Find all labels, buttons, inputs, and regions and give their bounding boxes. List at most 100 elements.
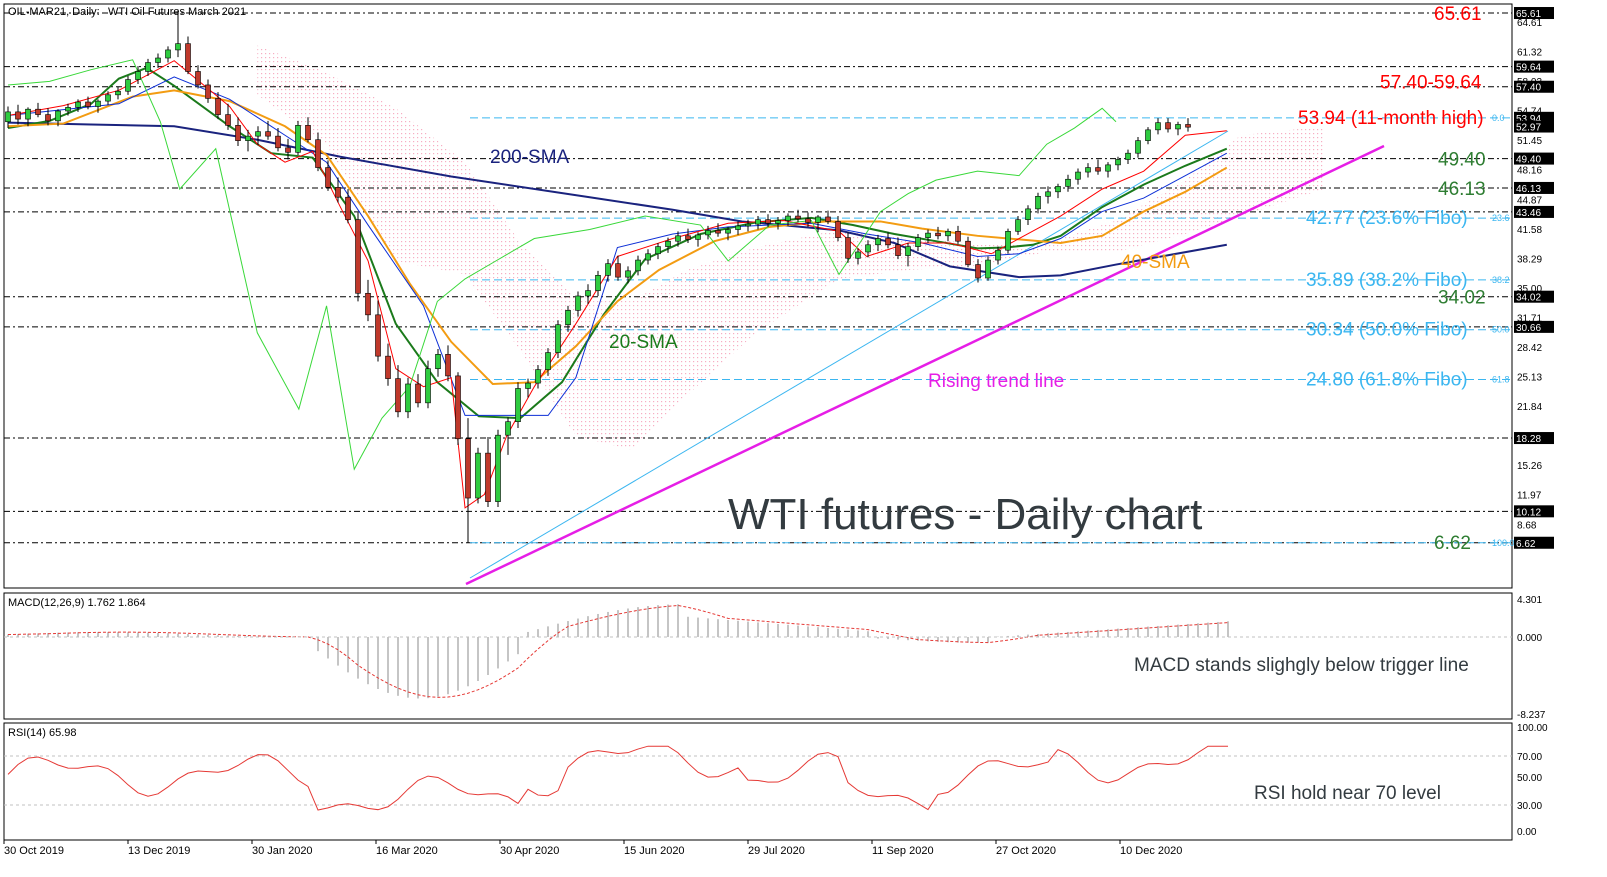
candle-body bbox=[155, 57, 161, 63]
candle-body bbox=[785, 215, 791, 221]
axis-price-box bbox=[1514, 181, 1554, 194]
candle-body bbox=[485, 452, 491, 502]
candle-body bbox=[545, 352, 551, 370]
macd-panel: MACD(12,26,9) 1.762 1.864 MACD stands sl… bbox=[3, 592, 1513, 720]
fibo-tag: 61.8 bbox=[1492, 374, 1510, 384]
candle-body bbox=[305, 125, 311, 141]
time-axis-label: 10 Dec 2020 bbox=[1120, 845, 1182, 857]
axis-tick-label: 35.00 bbox=[1517, 284, 1542, 295]
axis-price-box-label: 52.97 bbox=[1516, 123, 1541, 134]
axis-tick-label: 44.87 bbox=[1517, 195, 1542, 206]
candle-body bbox=[5, 111, 11, 123]
candle-body bbox=[85, 101, 91, 107]
candle-body bbox=[1185, 124, 1191, 128]
candle-body bbox=[1035, 196, 1041, 210]
candle-body bbox=[715, 230, 721, 234]
macd-annotation: MACD stands slighgly below trigger line bbox=[1134, 655, 1469, 676]
time-axis: 30 Oct 2019 13 Dec 2019 30 Jan 2020 16 Mar … bbox=[3, 840, 1182, 857]
fibo-label: 24.80 (61.8% Fibo) bbox=[1306, 369, 1468, 390]
candle-body bbox=[215, 98, 221, 115]
candle-body bbox=[225, 114, 231, 126]
cloud-area bbox=[257, 45, 1324, 450]
candle-body bbox=[175, 43, 181, 51]
time-axis-label: 15 Jun 2020 bbox=[624, 845, 685, 857]
time-axis-label: 30 Apr 2020 bbox=[500, 845, 559, 857]
candle-body bbox=[1025, 208, 1031, 220]
rsi-axis-label: 0.00 bbox=[1517, 827, 1537, 838]
candle-body bbox=[1105, 164, 1111, 172]
candle-body bbox=[975, 264, 981, 279]
candle-body bbox=[385, 355, 391, 379]
candle-body bbox=[625, 270, 631, 278]
candle-body bbox=[235, 125, 241, 141]
axis-price-box bbox=[1514, 505, 1554, 518]
candle-body bbox=[1065, 178, 1071, 187]
fibo-label: 30.34 (50.0% Fibo) bbox=[1306, 320, 1468, 341]
time-axis-label: 27 Oct 2020 bbox=[996, 845, 1056, 857]
candle-body bbox=[275, 135, 281, 149]
candle-body bbox=[55, 110, 61, 122]
candle-body bbox=[445, 354, 451, 377]
candle-body bbox=[775, 220, 781, 224]
candle-body bbox=[895, 244, 901, 256]
axis-tick-label: 51.45 bbox=[1517, 136, 1542, 147]
candle-body bbox=[15, 111, 21, 120]
candle-body bbox=[745, 223, 751, 227]
series-20-sma bbox=[7, 66, 1228, 420]
axis-price-box-label: 49.40 bbox=[1516, 155, 1541, 166]
candle-body bbox=[925, 232, 931, 238]
candle-body bbox=[905, 246, 911, 256]
candle-body bbox=[335, 187, 341, 198]
candle-body bbox=[755, 219, 761, 225]
candle-body bbox=[315, 139, 321, 168]
axis-price-box-label: 6.62 bbox=[1516, 539, 1536, 550]
candle-body bbox=[435, 354, 441, 370]
axis-tick-label: 21.84 bbox=[1517, 402, 1542, 413]
axis-price-box-label: 30.66 bbox=[1516, 323, 1541, 334]
axis-tick-label: 41.58 bbox=[1517, 225, 1542, 236]
candle-body bbox=[395, 378, 401, 413]
candle-body bbox=[135, 71, 141, 80]
candle-body bbox=[375, 314, 381, 357]
series-40-sma bbox=[7, 89, 1228, 386]
price-annotation: 46.13 bbox=[1438, 179, 1486, 200]
candle-body bbox=[1155, 122, 1161, 131]
candle-body bbox=[575, 295, 581, 311]
fibo-tag: 23.6 bbox=[1492, 213, 1510, 223]
candles bbox=[5, 9, 1191, 543]
candle-body bbox=[565, 310, 571, 326]
sma40-label: 40-SMA bbox=[1121, 252, 1190, 273]
axis-tick-label: 11.97 bbox=[1517, 491, 1542, 502]
candle-body bbox=[35, 108, 41, 115]
candle-body bbox=[205, 84, 211, 99]
candle-body bbox=[365, 292, 371, 316]
candle-body bbox=[515, 388, 521, 422]
axis-tick-label: 64.61 bbox=[1517, 18, 1542, 29]
fibo-tag: 38.2 bbox=[1492, 275, 1510, 285]
candle-body bbox=[285, 147, 291, 153]
axis-price-box bbox=[1514, 432, 1554, 445]
axis-tick-label: 25.13 bbox=[1517, 373, 1542, 384]
candle-body bbox=[635, 259, 641, 272]
candle-body bbox=[415, 383, 421, 404]
trend-line-label: Rising trend line bbox=[928, 371, 1064, 392]
axis-price-box bbox=[1514, 536, 1554, 549]
time-axis-label: 11 Sep 2020 bbox=[872, 845, 934, 857]
candle-body bbox=[495, 434, 501, 502]
axis-tick-label: 28.42 bbox=[1517, 343, 1542, 354]
fibo-label: 42.77 (23.6% Fibo) bbox=[1306, 208, 1468, 229]
time-axis-label: 13 Dec 2019 bbox=[128, 845, 190, 857]
axis-price-box-label: 43.46 bbox=[1516, 208, 1541, 219]
candle-body bbox=[325, 167, 331, 188]
axis-price-box-label: 10.12 bbox=[1516, 507, 1541, 518]
candle-body bbox=[935, 232, 941, 237]
candle-body bbox=[1085, 167, 1091, 173]
axis-price-box-label: 34.02 bbox=[1516, 293, 1541, 304]
channel-line bbox=[469, 130, 1229, 579]
price-annotation: 65.61 bbox=[1434, 4, 1482, 25]
rsi-axis: 100.00 70.00 50.00 30.00 0.00 bbox=[1517, 723, 1548, 838]
fibo-label: 53.94 (11-month high) bbox=[1298, 108, 1484, 129]
candle-body bbox=[915, 237, 921, 247]
candle-body bbox=[815, 216, 821, 223]
